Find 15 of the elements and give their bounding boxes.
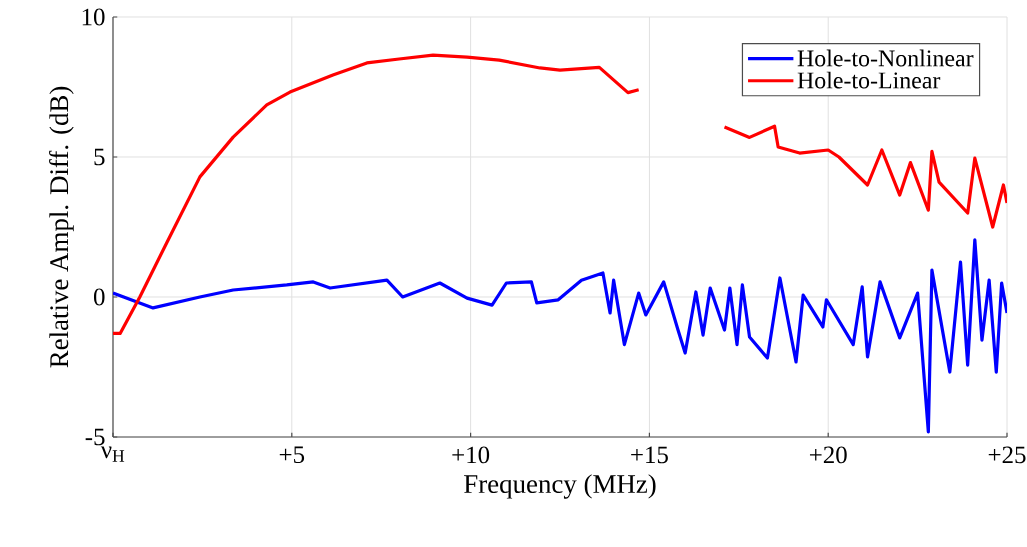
y-tick-label: 5 [94, 148, 105, 166]
x-tick-label: +10 [452, 446, 490, 464]
legend-label: Hole-to-Nonlinear [797, 49, 974, 67]
y-tick-label: -5 [85, 428, 105, 446]
x-axis-title: Frequency (MHz) [464, 474, 656, 499]
x-tick-label: +20 [809, 446, 847, 464]
x-tick-label: ν$_{H}$ [100, 446, 125, 462]
x-tick-label: +25 [988, 446, 1026, 464]
x-tick-label: +15 [631, 446, 668, 464]
legend-label: Hole-to-Linear [797, 71, 941, 89]
y-axis-title: Relative Ampl. Diff. (dB) [49, 86, 74, 368]
x-tick-label: +5 [279, 446, 305, 464]
line-series [113, 238, 1008, 434]
y-tick-label: 0 [93, 288, 105, 306]
y-tick-label: 10 [82, 8, 105, 26]
